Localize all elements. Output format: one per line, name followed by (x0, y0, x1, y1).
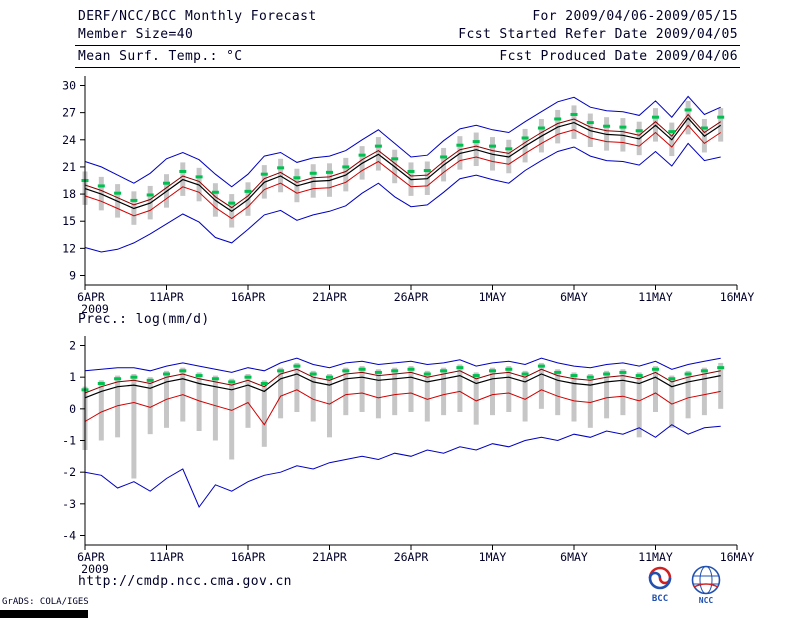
svg-text:26APR: 26APR (394, 550, 429, 564)
svg-text:-4: -4 (62, 529, 76, 543)
forecast-range: For 2009/04/06-2009/05/15 (532, 9, 738, 24)
svg-text:30: 30 (62, 79, 76, 93)
ncc-logo-label: NCC (699, 596, 714, 605)
svg-text:2009: 2009 (81, 562, 109, 576)
svg-text:-1: -1 (62, 434, 76, 448)
svg-text:16APR: 16APR (231, 550, 266, 564)
grads-credit: GrADS: COLA/IGES (2, 597, 89, 607)
svg-text:9: 9 (69, 269, 76, 283)
svg-text:1MAY: 1MAY (479, 550, 507, 564)
bcc-logo-label: BCC (652, 594, 668, 604)
svg-text:16MAY: 16MAY (720, 290, 755, 304)
svg-text:27: 27 (62, 106, 76, 120)
bcc-logo-red-swirl (648, 566, 672, 585)
header-divider-2 (75, 67, 740, 68)
svg-text:-3: -3 (62, 497, 76, 511)
svg-text:6MAY: 6MAY (560, 290, 588, 304)
svg-text:2: 2 (69, 339, 76, 353)
svg-text:0: 0 (69, 402, 76, 416)
member-size-label: Member Size=40 (78, 27, 194, 42)
svg-text:6APR: 6APR (77, 550, 105, 564)
bottom-left-bar (0, 610, 88, 618)
page-title: DERF/NCC/BCC Monthly Forecast (78, 9, 317, 24)
svg-text:6APR: 6APR (77, 290, 105, 304)
svg-text:2009: 2009 (81, 302, 109, 316)
ncc-logo-globe (691, 565, 721, 595)
prec-panel-label: Prec.: log(mm/d) (78, 312, 210, 327)
svg-text:21APR: 21APR (312, 290, 347, 304)
svg-text:11MAY: 11MAY (638, 550, 673, 564)
svg-text:1: 1 (69, 370, 76, 384)
svg-text:11MAY: 11MAY (638, 290, 673, 304)
svg-text:21: 21 (62, 160, 76, 174)
temp-panel-label: Mean Surf. Temp.: °C (78, 49, 243, 64)
produced-date-label: Fcst Produced Date 2009/04/06 (499, 49, 738, 64)
svg-text:26APR: 26APR (394, 290, 429, 304)
svg-text:1MAY: 1MAY (479, 290, 507, 304)
header-divider-1 (75, 45, 740, 46)
svg-text:6MAY: 6MAY (560, 550, 588, 564)
svg-text:-2: -2 (62, 465, 76, 479)
svg-text:12: 12 (62, 241, 76, 255)
svg-text:11APR: 11APR (149, 550, 184, 564)
bcc-logo-blue-swirl (648, 571, 672, 590)
ncc-logo: NCC (691, 565, 721, 605)
svg-text:11APR: 11APR (149, 290, 184, 304)
svg-text:24: 24 (62, 133, 76, 147)
svg-text:16MAY: 16MAY (720, 550, 755, 564)
svg-text:18: 18 (62, 187, 76, 201)
source-url: http://cmdp.ncc.cma.gov.cn (78, 574, 292, 589)
svg-text:16APR: 16APR (231, 290, 266, 304)
refer-date-label: Fcst Started Refer Date 2009/04/05 (458, 27, 738, 42)
bcc-logo: BCC (648, 566, 672, 604)
ncc-logo-swoosh (693, 583, 719, 588)
svg-text:15: 15 (62, 214, 76, 228)
svg-text:21APR: 21APR (312, 550, 347, 564)
ncc-logo-meridian (699, 566, 713, 594)
